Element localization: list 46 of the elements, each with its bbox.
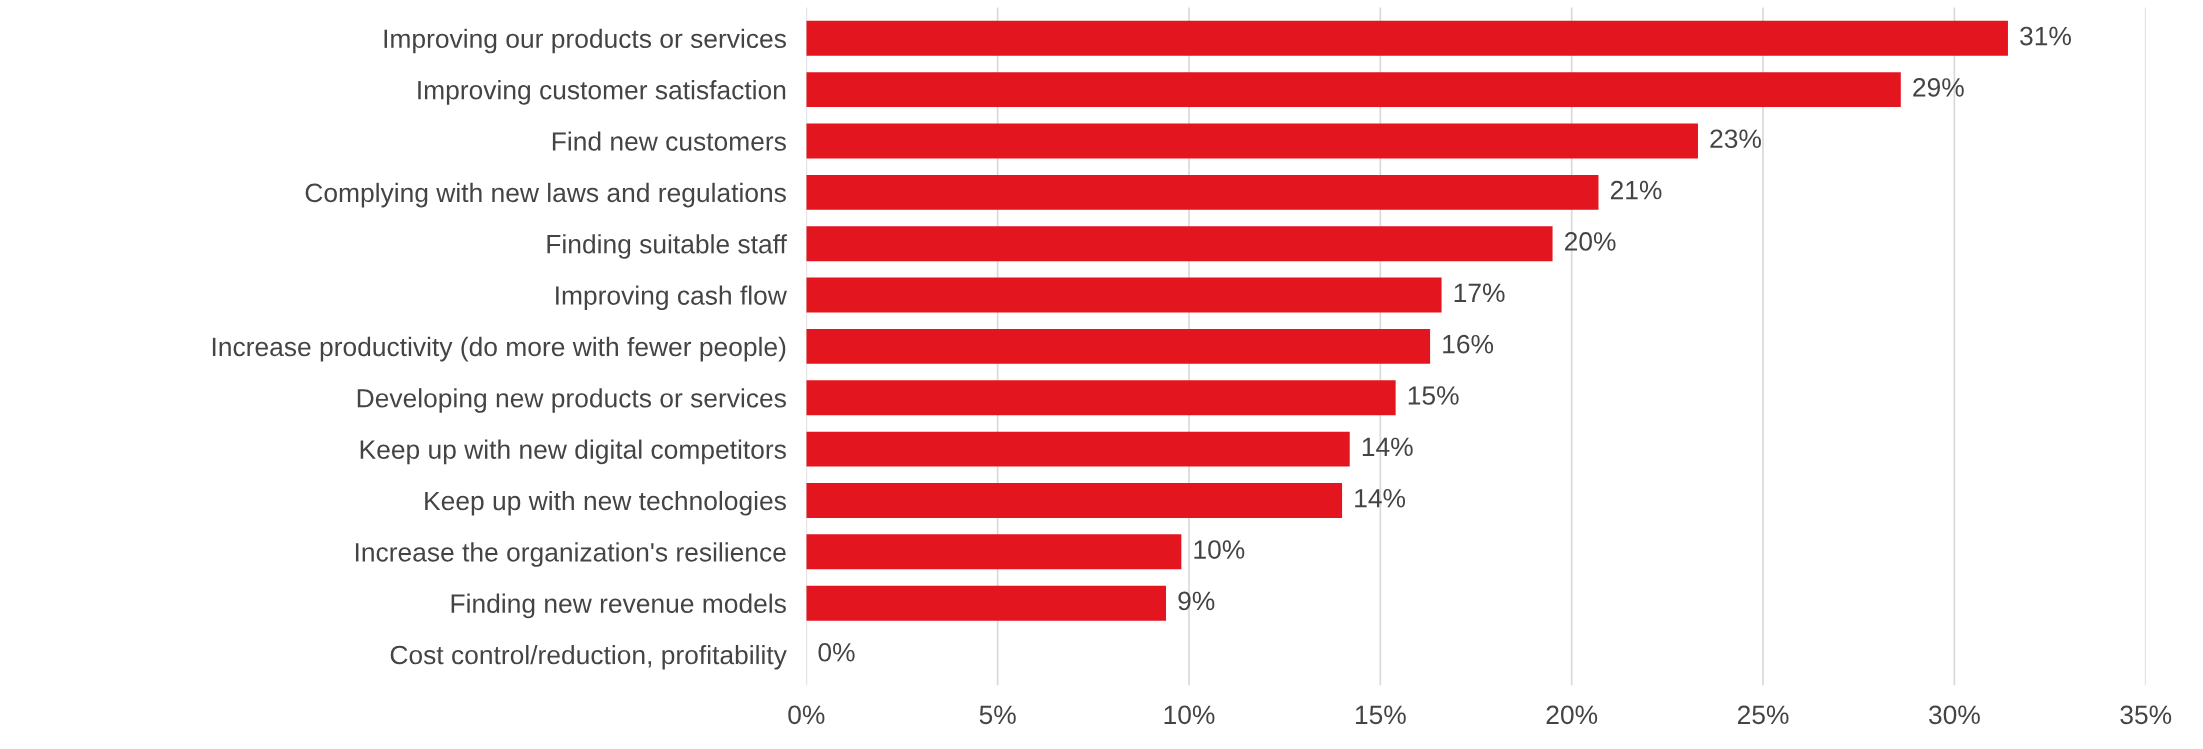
y-tick-label: Finding suitable staff [547,234,787,259]
x-tick-label: 20% [1546,705,1598,725]
y-tick-label: Complying with new laws and regulations [305,182,786,208]
bar [806,277,1442,313]
bar [806,585,1167,621]
data-label: 10% [1194,540,1245,559]
x-tick-label: 30% [1928,705,1980,725]
y-tick-label: Keep up with new digital competitors [360,439,786,465]
data-label: 21% [1610,180,1662,200]
x-tick-label: 0% [788,705,825,725]
bar [806,174,1599,210]
data-label: 20% [1564,232,1616,251]
data-label: 31% [2020,26,2071,46]
x-tick-label: 10% [1164,705,1215,725]
y-tick-label: Keep up with new technologies [425,490,786,516]
bar [806,123,1698,159]
bar [806,431,1350,467]
y-tick-label: Cost control/reduction, profitability [390,644,787,670]
bar [806,534,1182,570]
bar [806,328,1431,364]
bar [806,483,1343,518]
x-tick-label: 15% [1355,705,1406,725]
data-label: 14% [1362,437,1413,457]
y-tick-label: Improving customer satisfaction [418,80,786,105]
y-tick-label: Finding new revenue models [451,593,786,619]
y-tick-label: Increase productivity (do more with fewer people) [212,336,786,362]
y-tick-label: Improving our products or services [384,28,786,54]
data-label: 14% [1355,488,1406,508]
bar [806,380,1396,416]
data-label: 17% [1454,283,1505,303]
y-tick-label: Increase the organization's resilience [355,542,786,567]
data-label: 16% [1443,334,1494,354]
y-tick-label: Find new customers [552,131,786,151]
data-label: 23% [1710,129,1761,149]
data-label: 9% [1178,591,1215,611]
y-tick-label: Improving cash flow [556,285,787,311]
y-tick-label: Developing new products or services [357,388,786,413]
data-label: 0% [818,642,855,662]
data-label: 15% [1408,386,1459,405]
bar [806,72,1901,108]
bar [806,20,2008,56]
bar [806,226,1553,262]
data-label: 29% [1913,78,1964,97]
x-tick-label: 35% [2120,705,2172,725]
x-tick-label: 5% [979,705,1016,725]
x-tick-label: 25% [1737,705,1789,725]
